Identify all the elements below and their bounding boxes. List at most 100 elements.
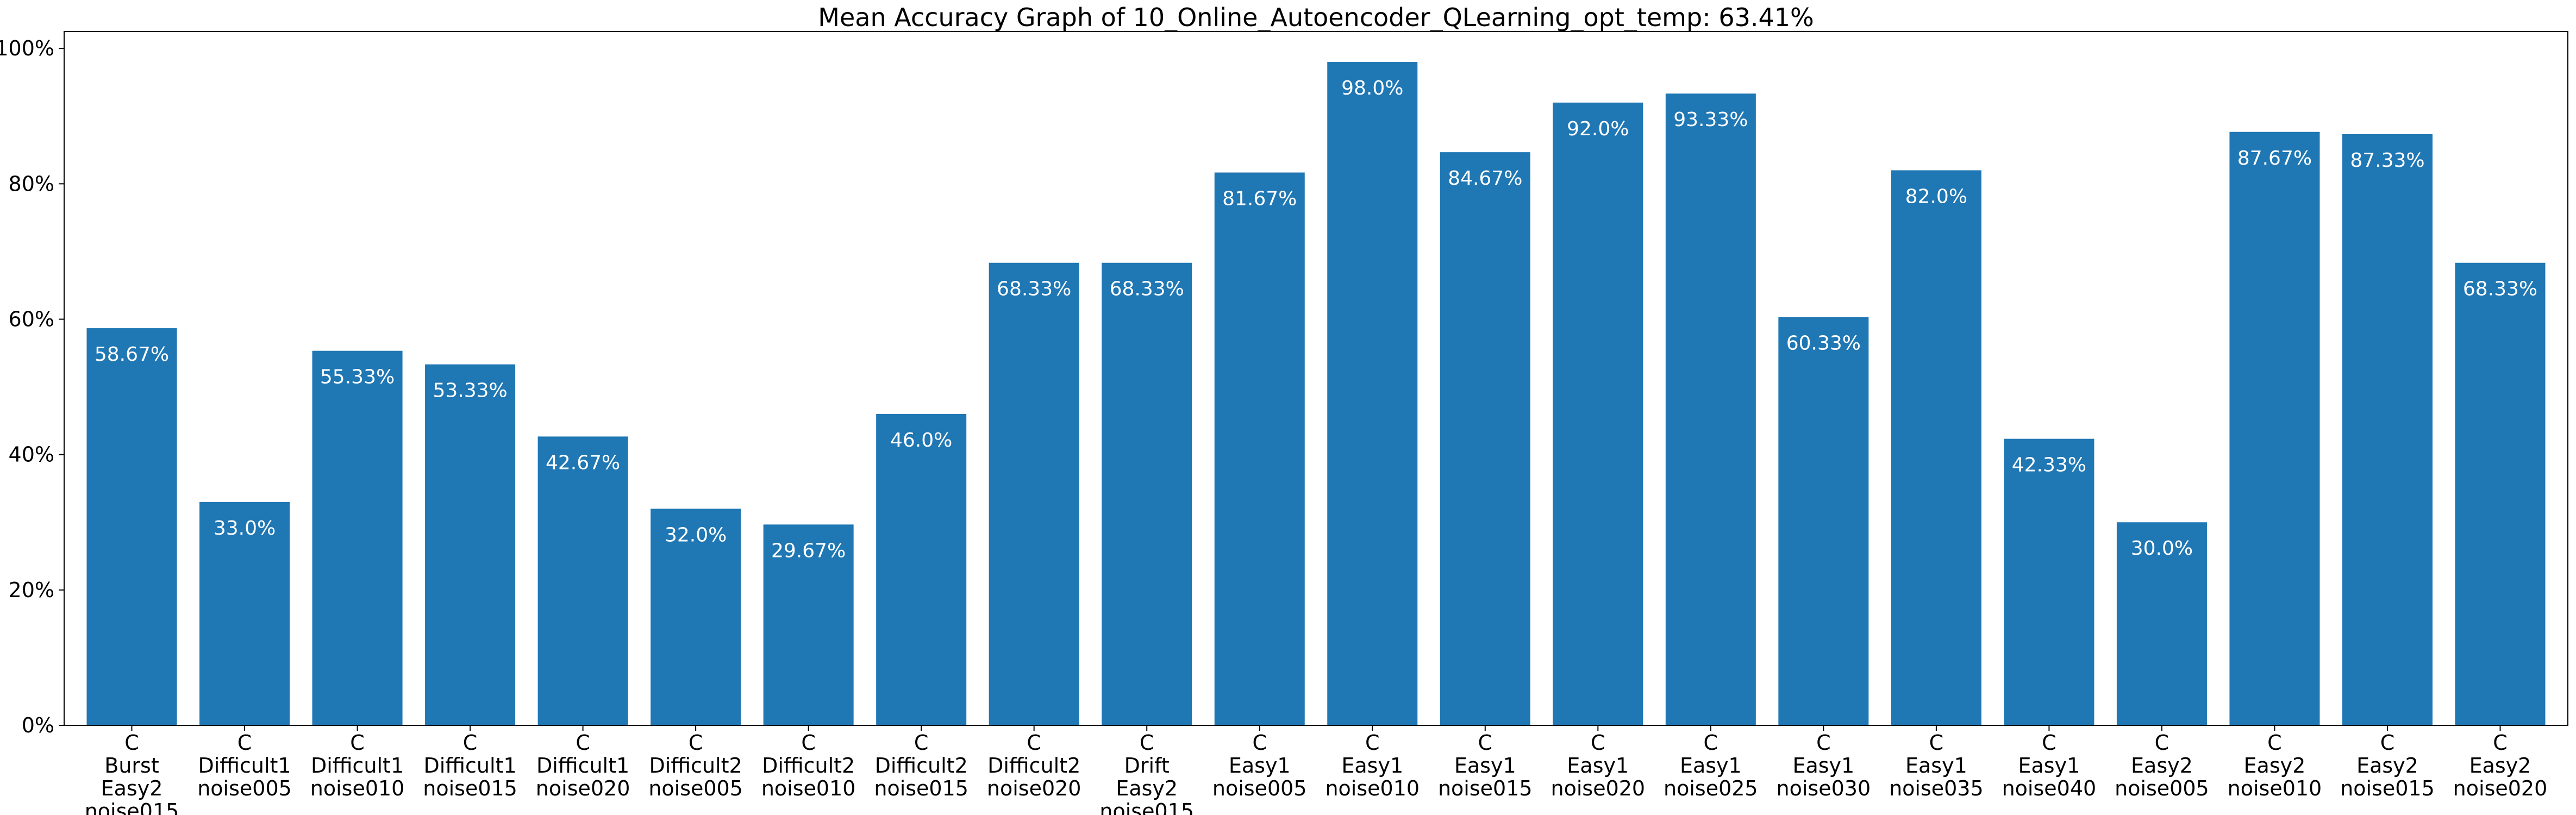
bar-value-label: 82.0% (1905, 185, 1967, 208)
x-tick-label-line: noise010 (2228, 776, 2322, 800)
bar (2229, 131, 2320, 725)
x-tick-label-line: noise005 (197, 776, 292, 800)
x-tick-label-line: Difficult1 (198, 754, 291, 778)
bar (763, 524, 854, 725)
x-tick-label: C Easy1 noise015 (1438, 731, 1533, 800)
x-tick-label: C Easy2 noise015 (2340, 731, 2435, 800)
bar (1440, 152, 1530, 725)
x-tick-label-line: Easy2 (1116, 776, 1178, 800)
y-tick-label: 0% (22, 713, 54, 737)
x-tick-label: C Difficult2 noise020 (987, 731, 1081, 800)
x-tick-label: C Easy1 noise040 (2002, 731, 2097, 800)
x-tick-label-line: noise010 (310, 776, 405, 800)
bar (1214, 172, 1305, 725)
x-tick-label: C Easy1 noise005 (1212, 731, 1307, 800)
x-tick-label-line: C (463, 731, 478, 755)
x-tick-label-line: C (2155, 731, 2169, 755)
x-tick-label-line: noise005 (1212, 776, 1307, 800)
x-tick-label: C Difficult2 noise015 (874, 731, 968, 800)
bars-layer (86, 62, 2546, 726)
bar (199, 501, 290, 725)
x-tick-label-line: noise015 (1099, 799, 1194, 815)
bar-value-label: 81.67% (1222, 188, 1297, 210)
chart-title: Mean Accuracy Graph of 10_Online_Autoenc… (818, 3, 1814, 32)
x-tick-label-line: Difficult1 (536, 754, 629, 778)
bar (2455, 262, 2546, 725)
bar-value-label: 46.0% (890, 429, 952, 452)
bar-value-label: 92.0% (1567, 118, 1629, 140)
bar-value-label: 29.67% (771, 540, 846, 562)
bar-value-label: 55.33% (320, 366, 395, 388)
x-tick-label-line: Easy2 (2131, 754, 2193, 778)
x-tick-label-line: Easy1 (1341, 754, 1403, 778)
bar-value-label: 87.67% (2237, 147, 2312, 170)
bar-value-label: 68.33% (997, 278, 1071, 300)
bar (1327, 62, 1418, 725)
x-tick-label-line: Easy1 (1680, 754, 1742, 778)
x-tick-label-line: Drift (1124, 754, 1170, 778)
x-tick-label-line: noise020 (1551, 776, 1646, 800)
x-tick-label-line: C (1704, 731, 1718, 755)
x-tick-label: C Difficult2 noise010 (761, 731, 856, 800)
x-tick-label-line: C (1929, 731, 1944, 755)
x-tick-label: C Difficult1 noise015 (423, 731, 517, 800)
x-tick-label-line: C (1365, 731, 1380, 755)
x-tick-label-line: noise020 (987, 776, 1081, 800)
bar (1553, 102, 1643, 725)
x-tick-label-line: noise015 (1438, 776, 1533, 800)
x-tick-label-line: C (1027, 731, 1041, 755)
x-tick-label-line: C (914, 731, 929, 755)
x-tick-label-line: noise010 (1325, 776, 1420, 800)
bar-value-label: 53.33% (433, 380, 507, 402)
bar (651, 509, 741, 725)
bar (2342, 134, 2433, 726)
y-tick-label: 80% (9, 172, 54, 196)
bar-value-label: 87.33% (2350, 149, 2424, 172)
x-tick-label-line: C (1591, 731, 1605, 755)
x-tick-label: C Difficult1 noise010 (310, 731, 405, 800)
x-tick-label-line: Easy1 (1905, 754, 1967, 778)
x-tick-label-line: noise040 (2002, 776, 2097, 800)
data-labels-layer: 58.67% 33.0% 55.33% 53.33% 42.67% 32.0% 29.67%… (95, 77, 2537, 562)
x-tick-label-line: C (2493, 731, 2508, 755)
bar-value-label: 98.0% (1341, 77, 1403, 99)
bar (425, 364, 516, 725)
x-tick-label-line: C (2267, 731, 2282, 755)
x-tick-label-line: noise015 (2340, 776, 2435, 800)
bar (1665, 93, 1756, 726)
x-tick-label-line: C (1816, 731, 1831, 755)
x-tick-label-line: Difficult1 (311, 754, 404, 778)
x-tick-label-line: C (1252, 731, 1267, 755)
bar (537, 436, 628, 725)
x-tick-label: C Difficult1 noise020 (536, 731, 630, 800)
x-tick-label-line: Easy1 (1229, 754, 1291, 778)
x-tick-label-line: Easy1 (1454, 754, 1516, 778)
x-tick-label-line: C (2042, 731, 2056, 755)
bar-value-label: 60.33% (1786, 332, 1861, 354)
y-tick-label: 60% (9, 307, 54, 331)
x-tick-label-line: C (1140, 731, 1154, 755)
y-axis: 0% 20% 40% 60% 80% 100% (0, 36, 64, 737)
x-tick-label-line: Easy2 (2469, 754, 2531, 778)
x-tick-label-line: C (2380, 731, 2395, 755)
bar-value-label: 33.0% (214, 517, 276, 540)
x-tick-label-line: noise025 (1664, 776, 1758, 800)
x-tick-label-line: Difficult2 (875, 754, 968, 778)
y-tick-label: 40% (9, 443, 54, 467)
bar-value-label: 93.33% (1673, 109, 1748, 131)
x-tick-label-line: C (801, 731, 816, 755)
x-tick-label-line: noise015 (85, 799, 179, 815)
bar-value-label: 58.67% (95, 343, 169, 366)
bar-value-label: 32.0% (665, 524, 727, 546)
bar (2116, 522, 2207, 725)
x-tick-label: C Easy2 noise020 (2453, 731, 2548, 800)
x-tick-label: C Difficult2 noise005 (648, 731, 743, 800)
bar-value-label: 68.33% (2463, 278, 2537, 300)
plot-frame (64, 31, 2568, 726)
x-tick-label: C Easy1 noise020 (1551, 731, 1646, 800)
x-tick-label-line: Easy2 (2356, 754, 2418, 778)
bar-value-label: 42.33% (2012, 454, 2086, 477)
x-tick-label-line: Easy1 (2018, 754, 2080, 778)
bar (1778, 317, 1869, 725)
